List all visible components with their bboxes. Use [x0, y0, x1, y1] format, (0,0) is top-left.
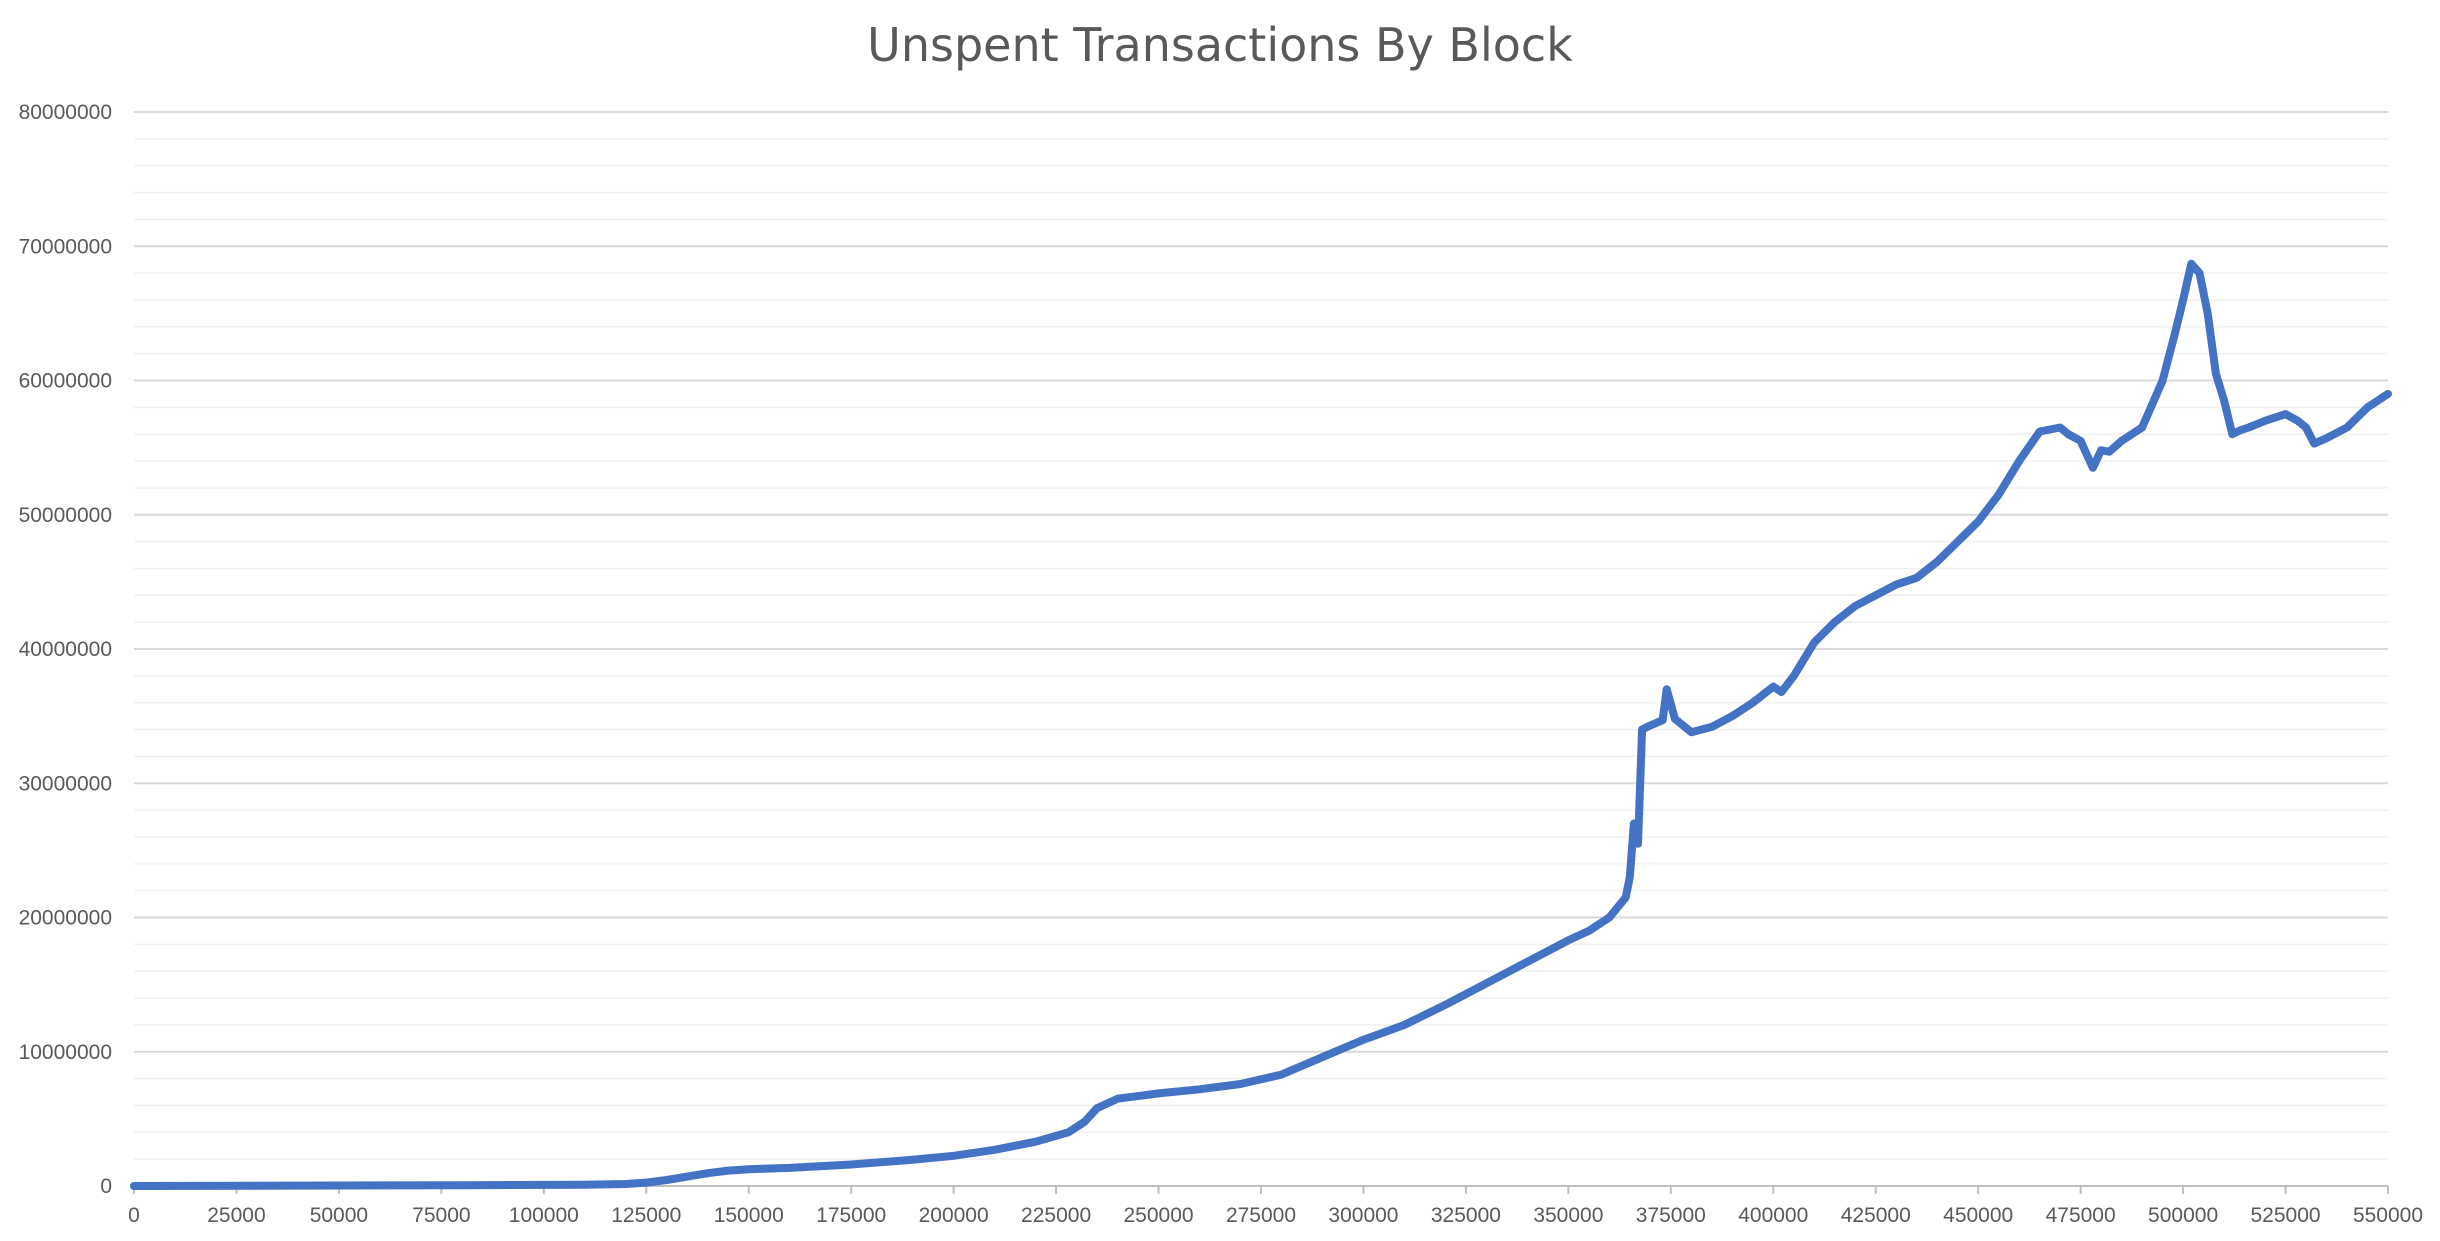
- x-tick-label: 525000: [2251, 1204, 2321, 1227]
- x-tick-label: 150000: [714, 1204, 784, 1227]
- y-tick-label: 20000000: [19, 907, 112, 930]
- x-tick-label: 0: [128, 1204, 140, 1227]
- x-tick-label: 100000: [509, 1204, 579, 1227]
- x-tick-label: 225000: [1021, 1204, 1091, 1227]
- x-tick-label: 500000: [2148, 1204, 2218, 1227]
- x-tick-label: 550000: [2353, 1204, 2423, 1227]
- y-tick-label: 60000000: [19, 370, 112, 393]
- chart-title: Unspent Transactions By Block: [867, 18, 1573, 72]
- y-tick-label: 80000000: [19, 101, 112, 124]
- series-line-0: [130, 259, 2392, 1190]
- x-tick-label: 325000: [1431, 1204, 1501, 1227]
- x-tick-label: 300000: [1328, 1204, 1398, 1227]
- x-tick-label: 400000: [1738, 1204, 1808, 1227]
- y-tick-label: 10000000: [19, 1041, 112, 1064]
- x-tick-label: 25000: [207, 1204, 265, 1227]
- y-tick-label: 70000000: [19, 235, 112, 258]
- x-tick-label: 75000: [412, 1204, 470, 1227]
- x-tick-label: 175000: [816, 1204, 886, 1227]
- x-tick-label: 250000: [1124, 1204, 1194, 1227]
- series-layer: [130, 259, 2392, 1190]
- x-tick-label: 375000: [1636, 1204, 1706, 1227]
- x-tick-label: 125000: [611, 1204, 681, 1227]
- x-tick-label: 475000: [2046, 1204, 2116, 1227]
- y-tick-label: 40000000: [19, 638, 112, 661]
- x-tick-label: 200000: [919, 1204, 989, 1227]
- x-tick-label: 425000: [1841, 1204, 1911, 1227]
- gridlines: [134, 111, 2388, 1160]
- y-tick-label: 30000000: [19, 772, 112, 795]
- axes: 0100000002000000030000000400000005000000…: [19, 101, 2423, 1227]
- x-tick-label: 50000: [310, 1204, 368, 1227]
- x-tick-label: 350000: [1533, 1204, 1603, 1227]
- x-tick-label: 450000: [1943, 1204, 2013, 1227]
- y-tick-label: 50000000: [19, 504, 112, 527]
- y-tick-label: 0: [100, 1175, 112, 1198]
- x-tick-label: 275000: [1226, 1204, 1296, 1227]
